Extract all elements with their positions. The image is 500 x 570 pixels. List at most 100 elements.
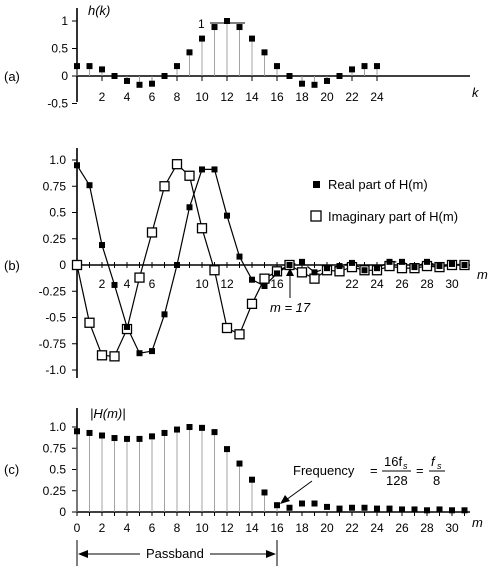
panel-c-point: [449, 507, 455, 514]
panel-a-point: [124, 77, 130, 84]
formula-numerator-1: 16f: [384, 454, 402, 469]
imag-point: [134, 272, 145, 283]
imag-point: [96, 350, 108, 361]
panel-a-y-tick-label: -0.5: [47, 97, 68, 111]
panel-b-x-tick-label: 16: [270, 277, 284, 291]
real-point: [186, 204, 193, 211]
imag-point: [109, 351, 120, 362]
panel-b-x-tick-label: 26: [395, 277, 409, 291]
panel-c-point: [161, 429, 168, 436]
panel-c-point: [249, 476, 255, 483]
real-point: [111, 281, 118, 288]
panel-a-x-tick-label: 22: [345, 90, 359, 104]
panel-c-point: [136, 435, 143, 442]
frequency-equals-2: =: [416, 463, 424, 478]
panel-a-point: [174, 63, 180, 70]
panel-c-point: [74, 428, 80, 435]
panel-b-x-tick-label: 12: [220, 277, 234, 291]
panel-c-point: [86, 429, 93, 436]
real-point: [74, 162, 80, 169]
real-point: [336, 263, 343, 270]
formula-sub-2: s: [437, 461, 442, 471]
real-point: [461, 262, 468, 268]
panel-c-point: [336, 505, 343, 512]
panel-c-point: [274, 502, 280, 509]
panel-a-point: [336, 73, 343, 79]
frequency-arrow-head: [280, 495, 290, 504]
panel-a-point: [324, 77, 330, 84]
imag-point: [146, 227, 158, 238]
panel-b-x-tick-label: 28: [420, 277, 434, 291]
panel-a-x-tick-label: 16: [270, 90, 284, 104]
panel-c-point: [186, 424, 193, 430]
real-point: [261, 283, 268, 289]
panel-a-point: [274, 63, 280, 70]
real-point: [199, 166, 205, 173]
panel-c-point: [124, 435, 130, 442]
panel-b-y-tick-label: 1.0: [49, 153, 66, 167]
panel-b-y-tick-label: 0.25: [43, 232, 67, 246]
m17-arrow-head: [286, 268, 294, 276]
legend-imag-marker: [310, 210, 322, 222]
panel-a-point: [99, 66, 105, 73]
panel-c-y-tick-label: 1.0: [49, 420, 66, 434]
real-point: [349, 259, 355, 266]
panel-c-point: [324, 503, 330, 510]
real-point: [149, 348, 155, 355]
panel-c: (c) |H(m)| m 1.00.750.50.250 0 2 4 6 8 10 12 14…: [4, 406, 483, 566]
panel-b-y-tick-label: -1.0: [45, 363, 66, 377]
imag-point: [71, 259, 83, 271]
imag-point: [171, 159, 183, 170]
real-point: [174, 262, 180, 268]
panel-a-x-tick-label: 10: [195, 90, 209, 104]
panel-b-x-tick-label: 2: [99, 277, 106, 291]
panel-c-point: [149, 433, 155, 440]
real-point: [99, 242, 105, 249]
panel-b-x-tick-label: 24: [370, 277, 384, 291]
formula-sub-1: s: [403, 461, 408, 471]
panel-c-x-tick-label: 2: [99, 521, 106, 535]
passband-label: Passband: [146, 546, 204, 561]
panel-c-point: [111, 435, 118, 442]
panel-a-label: (a): [4, 69, 20, 84]
panel-c-x-tick-label: 28: [420, 521, 434, 535]
panel-a-point: [249, 35, 255, 42]
panel-c-point: [399, 506, 405, 513]
panel-c-point: [361, 504, 368, 511]
panel-a-point: [299, 80, 305, 87]
panel-a-point: [86, 63, 93, 70]
panel-c-x-tick-label: 22: [345, 521, 359, 535]
real-point: [399, 258, 405, 265]
real-point: [161, 311, 168, 318]
panel-a-x-tick-label: 12: [220, 90, 234, 104]
panel-c-y-tick-label: 0.5: [49, 463, 66, 477]
panel-a-point: [111, 73, 118, 79]
panel-a-point: [186, 49, 193, 56]
frequency-equals-1: =: [370, 463, 378, 478]
real-point: [424, 258, 430, 265]
imag-point: [184, 170, 195, 181]
panel-c-x-tick-label: 20: [320, 521, 334, 535]
panel-a-x-tick-label: 18: [295, 90, 309, 104]
panel-c-point: [286, 504, 293, 511]
panel-a-x-tick-label: 24: [370, 90, 384, 104]
real-point: [211, 166, 218, 173]
panel-b-y-tick-label: 0: [59, 258, 66, 272]
panel-b-x-tick-label: 6: [149, 277, 156, 291]
real-point: [436, 263, 443, 270]
panel-b-y-tick-label: -0.75: [39, 337, 67, 351]
real-point: [124, 323, 130, 330]
panel-c-point: [311, 500, 318, 507]
imag-series-line: [76, 163, 465, 358]
panel-b-y-tick-label: -0.5: [45, 311, 66, 325]
panel-a-y-tick-label: 0: [61, 69, 68, 83]
panel-a-point: [149, 80, 155, 87]
panel-c-x-label: m: [472, 515, 483, 530]
real-point: [136, 350, 143, 357]
imag-point: [221, 322, 233, 334]
frequency-arrow: [285, 480, 313, 501]
panel-c-point: [349, 504, 355, 511]
panel-b-y-tick-label: -0.25: [39, 284, 67, 298]
panel-c-x-tick-label: 14: [245, 521, 259, 535]
panel-a-y-label: h(k): [88, 3, 110, 18]
